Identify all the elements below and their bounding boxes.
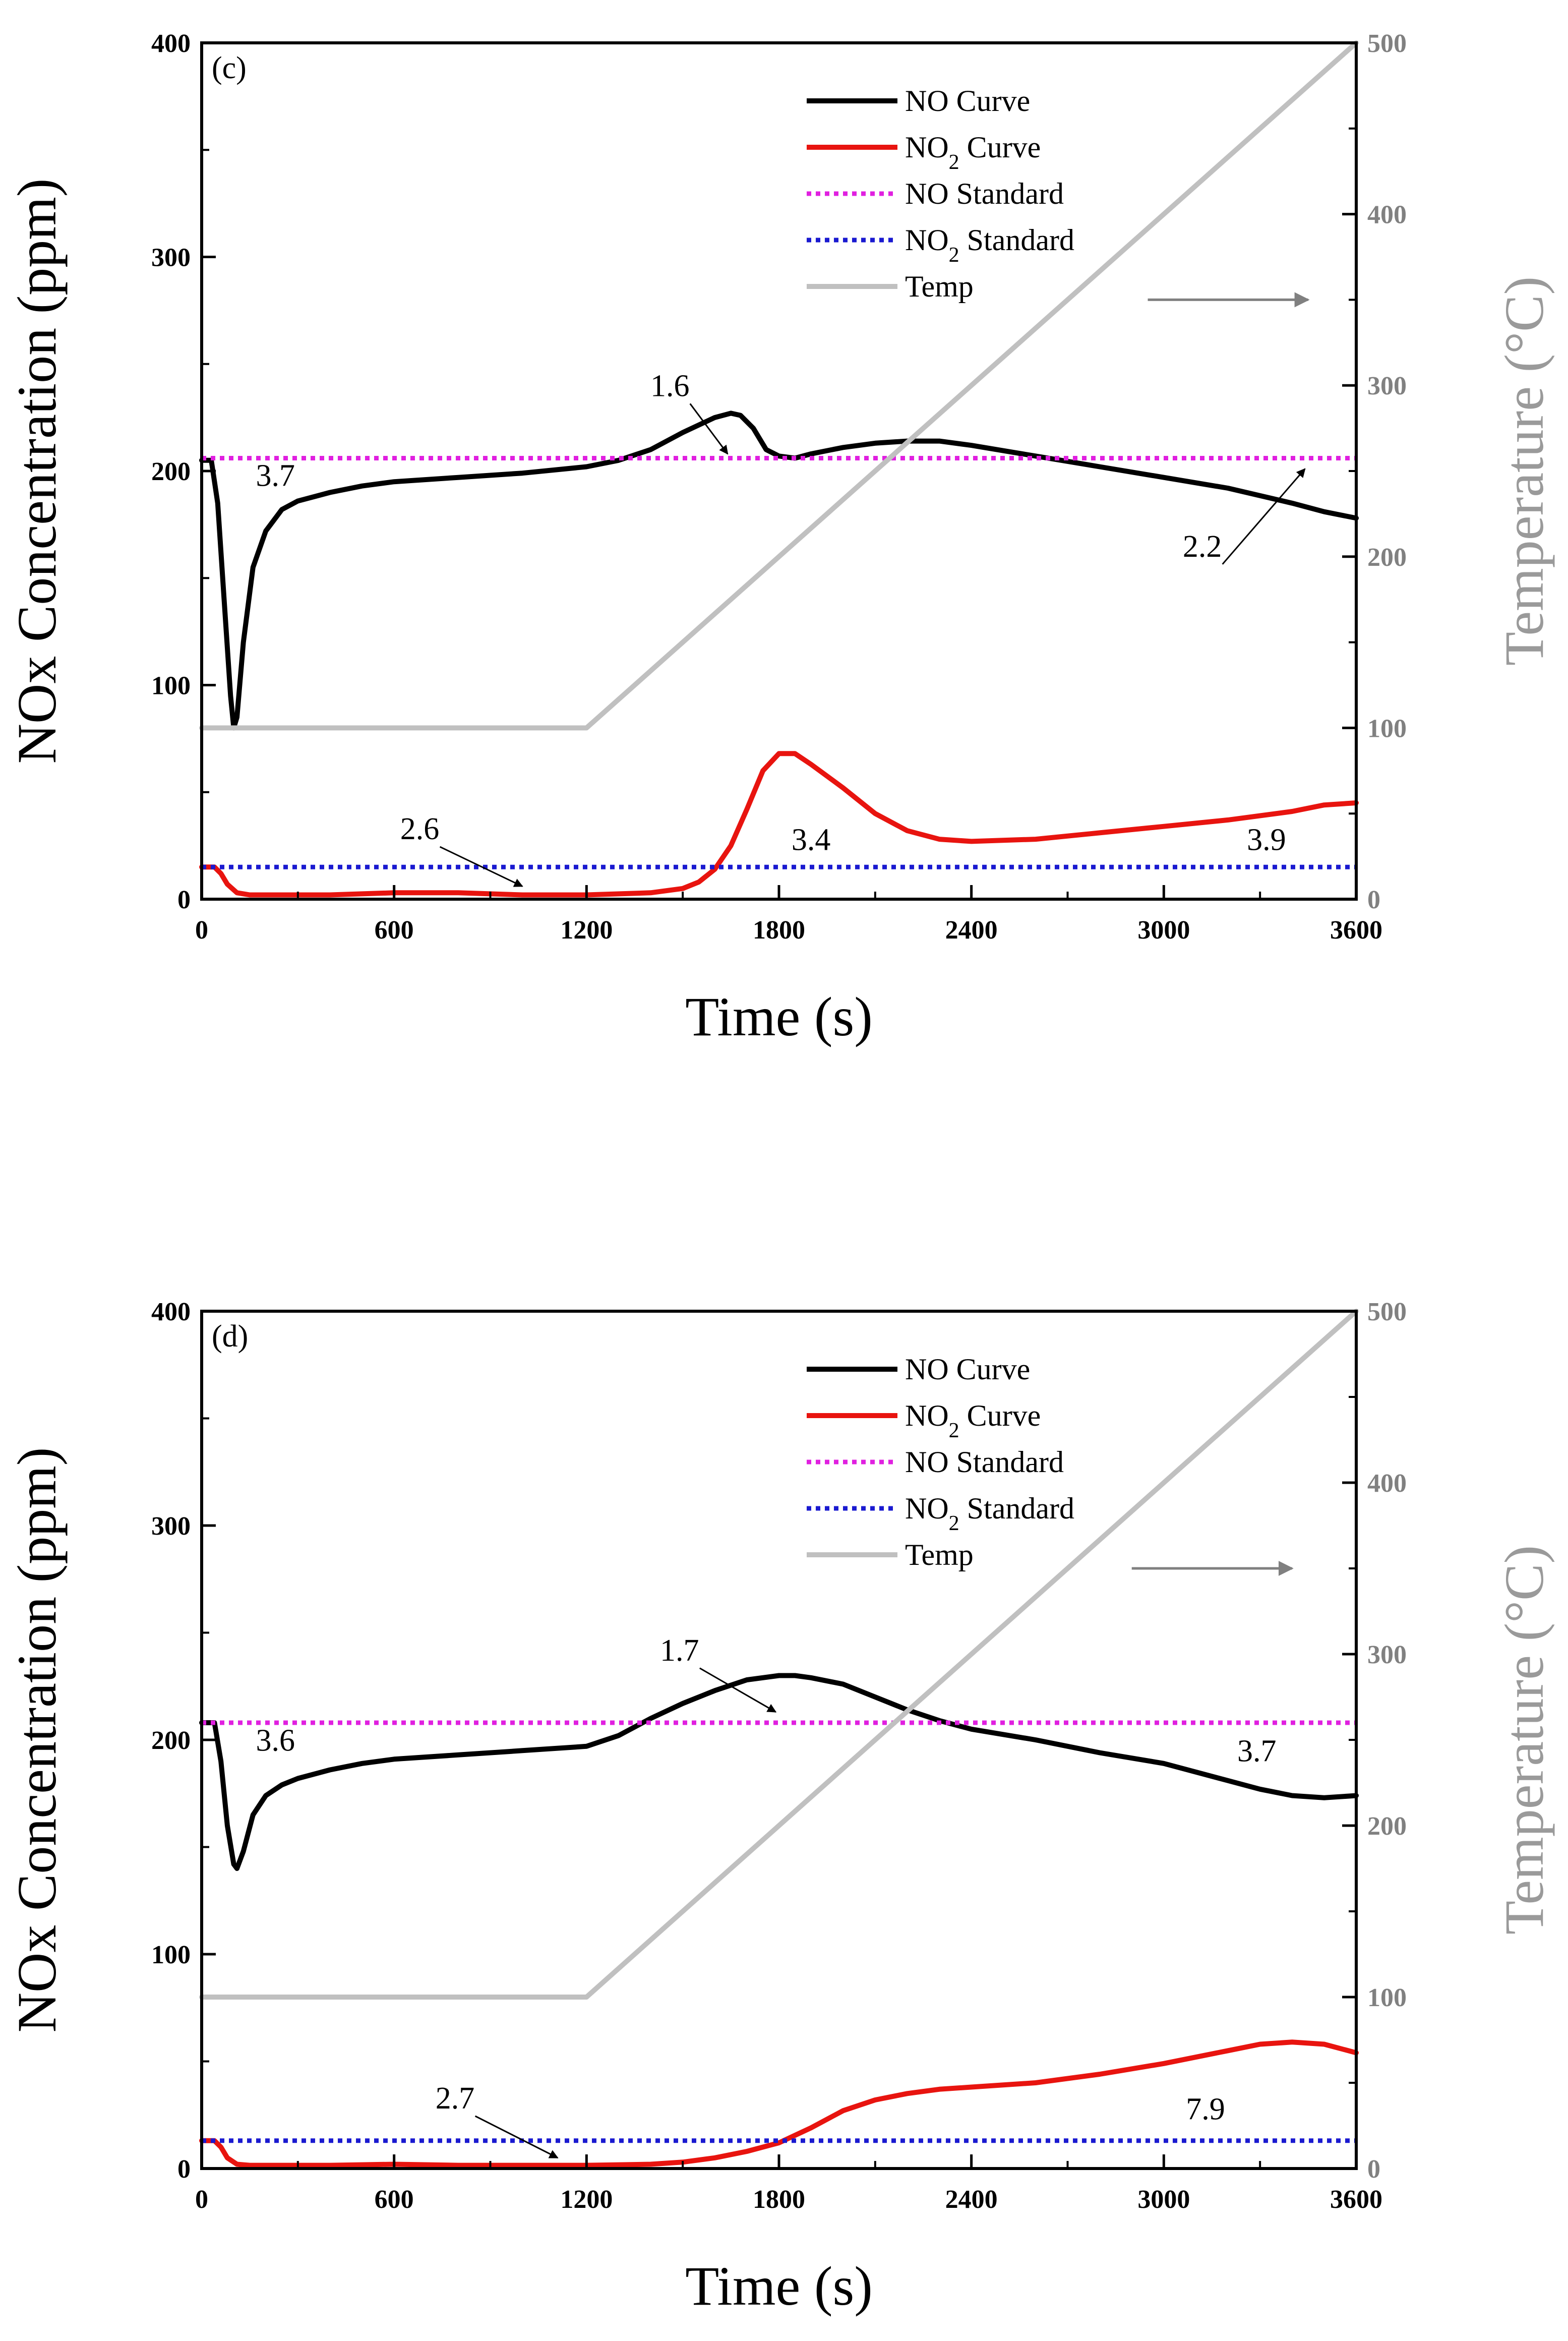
y2-axis-title: Temperature (°C) [1493, 1545, 1555, 1935]
x-axis-title: Time (s) [685, 986, 873, 1047]
y2-axis-title: Temperature (°C) [1493, 276, 1555, 666]
legend-label: NO2 Standard [905, 1492, 1074, 1535]
y-axis-right: 0 100 200 300 400 500 [1342, 1298, 1407, 2184]
y2-tick-label: 0 [1367, 2155, 1380, 2184]
series-line-no-curve [199, 411, 1359, 731]
series-group [199, 40, 1359, 898]
x-tick-label: 3600 [1330, 916, 1382, 945]
x-tick-label: 1200 [560, 2185, 613, 2214]
annotation-label: 1.7 [660, 1633, 699, 1668]
annotation-label: 3.7 [1237, 1734, 1277, 1769]
series-line-no2-curve [199, 2039, 1359, 2168]
y-tick-label: 0 [177, 2155, 191, 2184]
y-tick-label: 300 [151, 244, 191, 272]
x-tick-label: 1800 [753, 2185, 805, 2214]
annotation-label: 3.9 [1247, 823, 1286, 857]
y-tick-label: 200 [151, 1726, 191, 1755]
annotation-label: 2.2 [1183, 530, 1222, 564]
series-line-temp [199, 40, 1359, 731]
series-line-no2-curve [199, 751, 1359, 898]
legend-label: Temp [905, 1538, 974, 1571]
x-tick-label: 600 [375, 916, 414, 945]
y2-tick-label: 300 [1367, 1641, 1407, 1669]
annotation-arrow [439, 846, 523, 887]
y-axis-title: NOx Concentration (ppm) [6, 1447, 68, 2033]
y-tick-label: 100 [151, 672, 191, 700]
y2-tick-label: 400 [1367, 1469, 1407, 1498]
y-axis-left: 0 100 200 300 400 [151, 29, 216, 914]
y-tick-label: 200 [151, 457, 191, 486]
legend-label: NO Standard [905, 177, 1064, 210]
annotations: 3.7 1.6 2.2 2.6 3.4 3.9 [256, 369, 1306, 887]
y2-tick-label: 200 [1367, 543, 1407, 572]
x-axis: 0 600 1200 1800 2400 3000 3600 [195, 885, 1382, 945]
x-tick-label: 2400 [945, 2185, 998, 2214]
y-axis-title: NOx Concentration (ppm) [6, 179, 68, 764]
annotation-label: 2.6 [400, 812, 440, 846]
annotation-label: 3.6 [256, 1723, 295, 1758]
x-tick-label: 600 [375, 2185, 414, 2214]
x-tick-label: 3000 [1137, 916, 1190, 945]
y-tick-label: 100 [151, 1941, 191, 1969]
x-tick-label: 0 [195, 916, 208, 945]
series-line-temp [199, 1309, 1359, 2000]
y-tick-label: 300 [151, 1512, 191, 1541]
y2-tick-label: 100 [1367, 714, 1407, 743]
annotation-label: 1.6 [650, 369, 690, 403]
legend-label: NO2 Curve [905, 131, 1041, 174]
y-axis-left: 0 100 200 300 400 [151, 1298, 216, 2184]
legend-label: Temp [905, 270, 974, 303]
panel-label: (c) [212, 51, 247, 85]
plot-frame [200, 1310, 1358, 2170]
y2-tick-label: 500 [1367, 29, 1407, 58]
x-tick-label: 1200 [560, 916, 613, 945]
y2-tick-label: 300 [1367, 372, 1407, 400]
series-group [199, 1309, 1359, 2168]
annotation-arrow [474, 2115, 559, 2159]
x-tick-label: 2400 [945, 916, 998, 945]
annotation-label: 3.7 [256, 459, 295, 493]
y-tick-label: 400 [151, 29, 191, 58]
plot-frame [200, 41, 1358, 901]
x-tick-label: 3000 [1137, 2185, 1190, 2214]
y2-tick-label: 0 [1367, 886, 1380, 914]
panel-label: (d) [212, 1319, 248, 1354]
legend-label: NO2 Curve [905, 1399, 1041, 1442]
x-axis: 0 600 1200 1800 2400 3000 3600 [195, 2154, 1382, 2214]
legend-label: NO Standard [905, 1445, 1064, 1479]
legend-label: NO Curve [905, 1353, 1030, 1386]
y2-tick-label: 200 [1367, 1812, 1407, 1841]
annotation-arrow [689, 403, 729, 455]
annotation-label: 7.9 [1186, 2092, 1225, 2126]
annotation-label: 3.4 [792, 823, 831, 857]
annotations: 3.6 1.7 3.7 2.7 7.9 [256, 1633, 1277, 2159]
y-tick-label: 400 [151, 1298, 191, 1326]
x-tick-label: 0 [195, 2185, 208, 2214]
chart-panel-d: 0 600 1200 1800 2400 3000 36000100200300400010… [6, 1298, 1555, 2317]
y2-tick-label: 500 [1367, 1298, 1407, 1326]
y-axis-right: 0 100 200 300 400 500 [1342, 29, 1407, 914]
annotation-arrow [699, 1667, 777, 1713]
annotation-arrow [1222, 468, 1306, 565]
legend-label: NO Curve [905, 84, 1030, 118]
annotation-label: 2.7 [436, 2081, 475, 2116]
legend-label: NO2 Standard [905, 223, 1074, 267]
y-tick-label: 0 [177, 886, 191, 914]
x-axis-title: Time (s) [685, 2255, 873, 2317]
y2-tick-label: 100 [1367, 1983, 1407, 2012]
x-tick-label: 1800 [753, 916, 805, 945]
series-line-no-curve [199, 1673, 1359, 1871]
chart-panel-c: 0 600 1200 1800 2400 3000 36000100200300400010… [6, 29, 1555, 1047]
x-tick-label: 3600 [1330, 2185, 1382, 2214]
y2-tick-label: 400 [1367, 201, 1407, 229]
